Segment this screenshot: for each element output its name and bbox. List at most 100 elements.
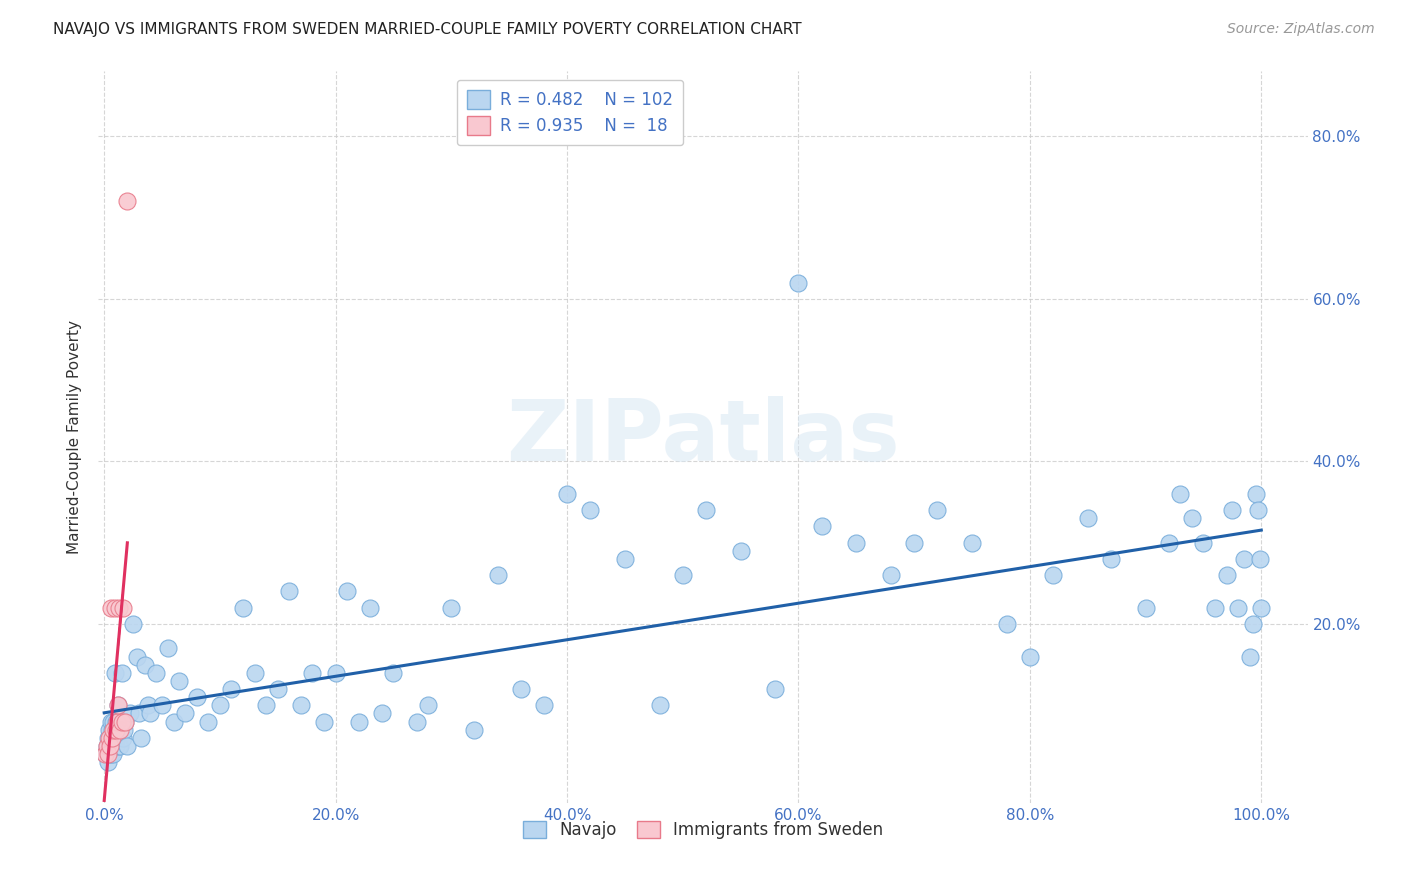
Point bbox=[186, 690, 208, 705]
Point bbox=[347, 714, 370, 729]
Point bbox=[325, 665, 347, 680]
Point bbox=[927, 503, 949, 517]
Point bbox=[1222, 503, 1244, 517]
Point bbox=[101, 723, 124, 737]
Point bbox=[103, 723, 125, 737]
Point bbox=[162, 714, 184, 729]
Point bbox=[1135, 600, 1157, 615]
Text: ZIPatlas: ZIPatlas bbox=[506, 395, 900, 479]
Point bbox=[267, 681, 290, 696]
Text: NAVAJO VS IMMIGRANTS FROM SWEDEN MARRIED-COUPLE FAMILY POVERTY CORRELATION CHART: NAVAJO VS IMMIGRANTS FROM SWEDEN MARRIED… bbox=[53, 22, 801, 37]
Point bbox=[134, 657, 156, 672]
Point bbox=[1018, 649, 1040, 664]
Legend: Navajo, Immigrants from Sweden: Navajo, Immigrants from Sweden bbox=[516, 814, 890, 846]
Point bbox=[221, 681, 243, 696]
Point bbox=[405, 714, 427, 729]
Point bbox=[125, 649, 148, 664]
Point bbox=[1250, 600, 1272, 615]
Point bbox=[104, 731, 127, 745]
Point bbox=[104, 714, 127, 729]
Point bbox=[112, 723, 135, 737]
Point bbox=[903, 535, 925, 549]
Point bbox=[1239, 649, 1261, 664]
Point bbox=[118, 706, 141, 721]
Point bbox=[97, 755, 120, 769]
Point bbox=[672, 568, 695, 582]
Point bbox=[995, 617, 1018, 632]
Point bbox=[100, 600, 122, 615]
Point bbox=[98, 739, 121, 753]
Point bbox=[509, 681, 531, 696]
Point bbox=[613, 552, 636, 566]
Point bbox=[1099, 552, 1122, 566]
Y-axis label: Married-Couple Family Poverty: Married-Couple Family Poverty bbox=[67, 320, 83, 554]
Point bbox=[111, 600, 134, 615]
Point bbox=[114, 714, 136, 729]
Point bbox=[312, 714, 335, 729]
Point bbox=[486, 568, 509, 582]
Point bbox=[107, 698, 129, 713]
Point bbox=[110, 665, 132, 680]
Point bbox=[117, 739, 139, 753]
Point bbox=[1241, 617, 1264, 632]
Point bbox=[111, 731, 134, 745]
Point bbox=[1249, 552, 1271, 566]
Point bbox=[1042, 568, 1064, 582]
Point bbox=[98, 731, 121, 745]
Point bbox=[1247, 503, 1270, 517]
Point bbox=[197, 714, 219, 729]
Point bbox=[730, 544, 752, 558]
Point bbox=[301, 665, 323, 680]
Point bbox=[960, 535, 983, 549]
Text: Source: ZipAtlas.com: Source: ZipAtlas.com bbox=[1227, 22, 1375, 37]
Point bbox=[110, 723, 132, 737]
Point bbox=[117, 194, 139, 209]
Point bbox=[1233, 552, 1256, 566]
Point bbox=[1181, 511, 1204, 525]
Point bbox=[122, 617, 145, 632]
Point bbox=[579, 503, 602, 517]
Point bbox=[810, 519, 832, 533]
Point bbox=[418, 698, 440, 713]
Point bbox=[359, 600, 381, 615]
Point bbox=[104, 600, 127, 615]
Point bbox=[1204, 600, 1226, 615]
Point bbox=[100, 747, 122, 761]
Point bbox=[695, 503, 717, 517]
Point bbox=[150, 698, 173, 713]
Point bbox=[139, 706, 162, 721]
Point bbox=[763, 681, 786, 696]
Point bbox=[110, 714, 132, 729]
Point bbox=[533, 698, 555, 713]
Point bbox=[94, 747, 117, 761]
Point bbox=[555, 487, 578, 501]
Point bbox=[156, 641, 179, 656]
Point bbox=[371, 706, 394, 721]
Point bbox=[463, 723, 485, 737]
Point bbox=[98, 739, 121, 753]
Point bbox=[108, 739, 131, 753]
Point bbox=[290, 698, 312, 713]
Point bbox=[97, 747, 120, 761]
Point bbox=[105, 714, 128, 729]
Point bbox=[105, 731, 128, 745]
Point bbox=[104, 723, 127, 737]
Point bbox=[110, 739, 132, 753]
Point bbox=[1227, 600, 1250, 615]
Point bbox=[103, 747, 125, 761]
Point bbox=[1077, 511, 1099, 525]
Point bbox=[101, 739, 124, 753]
Point bbox=[104, 739, 127, 753]
Point bbox=[97, 747, 120, 761]
Point bbox=[97, 731, 120, 745]
Point bbox=[787, 276, 810, 290]
Point bbox=[174, 706, 197, 721]
Point bbox=[96, 739, 118, 753]
Point bbox=[107, 698, 129, 713]
Point bbox=[169, 673, 191, 688]
Point bbox=[136, 698, 159, 713]
Point bbox=[1192, 535, 1215, 549]
Point bbox=[278, 584, 301, 599]
Point bbox=[648, 698, 671, 713]
Point bbox=[128, 706, 150, 721]
